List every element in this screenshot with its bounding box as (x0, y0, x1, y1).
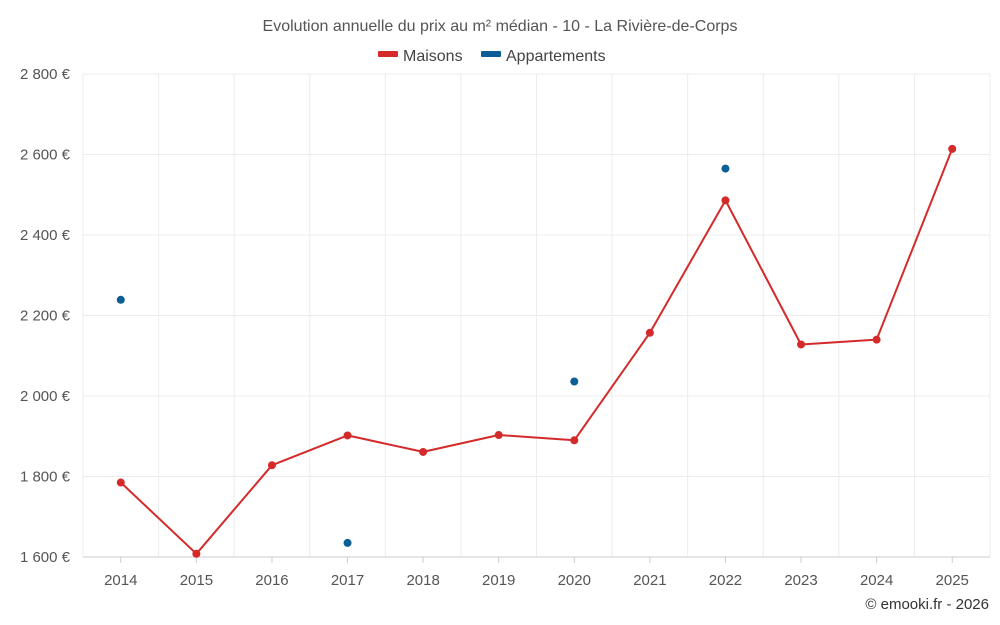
legend-label-appartements: Appartements (506, 48, 606, 65)
y-tick-label: 2 800 € (20, 66, 71, 83)
legend-item-maisons[interactable]: Maisons (378, 48, 463, 65)
data-point-maisons[interactable] (872, 335, 881, 344)
data-point-maisons[interactable] (797, 340, 806, 349)
y-tick-label: 2 200 € (20, 308, 71, 325)
grid (82, 73, 991, 557)
data-point-appartements[interactable] (570, 377, 579, 386)
x-tick-label: 2018 (406, 572, 439, 589)
x-tick-label: 2023 (784, 572, 817, 589)
y-tick-label: 2 400 € (20, 227, 71, 244)
chart-title: Evolution annuelle du prix au m² médian … (263, 18, 738, 35)
x-tick-label: 2017 (331, 572, 364, 589)
data-point-appartements[interactable] (343, 538, 352, 547)
x-tick-label: 2019 (482, 572, 515, 589)
y-tick-label: 2 600 € (20, 147, 71, 164)
x-tick-label: 2016 (255, 572, 288, 589)
data-point-maisons[interactable] (267, 461, 276, 470)
data-point-appartements[interactable] (116, 295, 125, 304)
y-tick-label: 1 800 € (20, 469, 71, 486)
y-tick-label: 1 600 € (20, 549, 71, 566)
data-point-maisons[interactable] (721, 196, 730, 205)
x-tick-label: 2015 (180, 572, 213, 589)
data-point-maisons[interactable] (192, 549, 201, 558)
legend-swatch-maisons (378, 51, 398, 57)
series (116, 144, 957, 558)
data-point-maisons[interactable] (419, 447, 428, 456)
legend-item-appartements[interactable]: Appartements (481, 48, 606, 65)
data-point-maisons[interactable] (116, 478, 125, 487)
x-tick-label: 2020 (558, 572, 591, 589)
legend: Maisons Appartements (378, 48, 606, 65)
data-point-maisons[interactable] (570, 436, 579, 445)
x-tick-label: 2021 (633, 572, 666, 589)
data-point-maisons[interactable] (948, 144, 957, 153)
y-tick-label: 2 000 € (20, 388, 71, 405)
x-tick-label: 2014 (104, 572, 137, 589)
x-tick-label: 2024 (860, 572, 893, 589)
credit-text: © emooki.fr - 2026 (865, 596, 989, 613)
legend-label-maisons: Maisons (403, 48, 463, 65)
data-point-maisons[interactable] (494, 431, 503, 440)
data-point-appartements[interactable] (721, 164, 730, 173)
axes (83, 556, 990, 563)
x-tick-label: 2022 (709, 572, 742, 589)
series-line-maisons (120, 148, 954, 555)
x-axis-ticks: 2014 2015 2016 2017 2018 2019 2020 2021 2022 2023… (104, 572, 969, 589)
y-axis-ticks: 1 600 € 1 800 € 2 000 € 2 200 € 2 400 € 2 600… (20, 66, 71, 566)
legend-swatch-appartements (481, 51, 501, 57)
x-tick-label: 2025 (936, 572, 969, 589)
data-point-maisons[interactable] (343, 431, 352, 440)
data-point-maisons[interactable] (645, 328, 654, 337)
